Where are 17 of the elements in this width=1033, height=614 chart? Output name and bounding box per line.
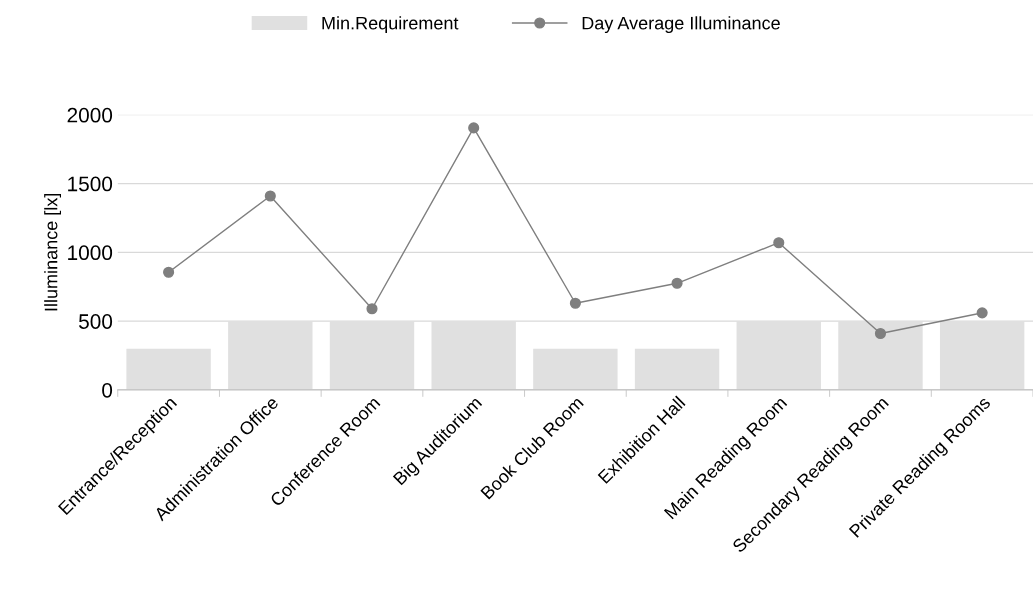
legend-label: Day Average Illuminance [582,16,780,34]
point [163,266,175,278]
point [671,277,683,289]
y-tick-label: 1000 [68,245,113,261]
y-tick-label: 0 [102,382,113,398]
point [773,237,785,249]
point [366,303,378,315]
point [874,327,887,340]
point [264,190,276,202]
y-tick-label: 2000 [67,107,113,123]
point [468,122,480,134]
y-tick-label: 500 [78,314,113,329]
legend-label: Min.Requirement [322,16,459,34]
point [976,307,988,319]
y-tick-label: 1500 [68,176,113,192]
point [569,297,581,309]
y-axis-title: Illuminance [lx] [44,193,61,311]
